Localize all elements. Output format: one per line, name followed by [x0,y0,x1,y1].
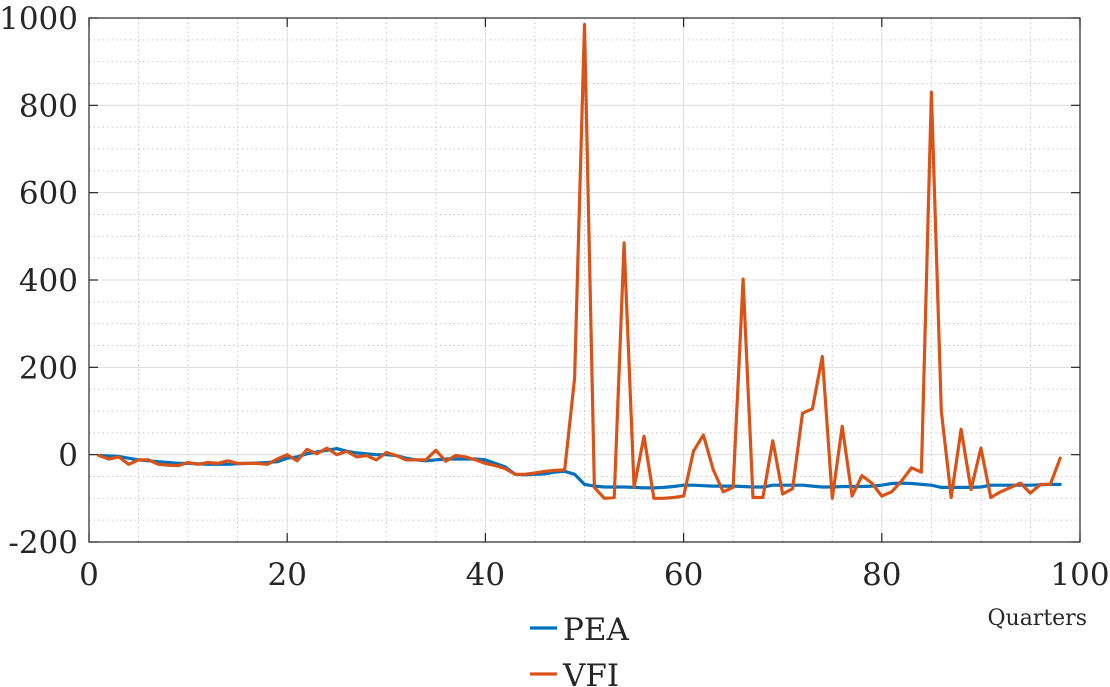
x-tick-label: 0 [79,557,99,593]
x-tick-label: 100 [1050,557,1109,593]
legend-label-pea: PEA [563,612,629,648]
y-tick-label: 0 [58,438,78,474]
axis-ticks [88,17,1081,543]
x-tick-label: 60 [664,557,703,593]
x-tick-label: 20 [267,557,306,593]
series-layer [97,22,1062,500]
legend-label-vfi: VFI [562,658,619,687]
x-tick-label: 80 [862,557,901,593]
y-tick-label: 200 [19,350,78,386]
x-axis-label: Quarters [987,606,1087,631]
y-tick-label: -200 [8,525,78,561]
y-tick-label: 600 [19,176,78,212]
y-tick-label: 800 [19,88,78,124]
series-line-vfi [97,22,1062,500]
legend: PEA VFI [530,612,629,687]
y-tick-label: 400 [19,263,78,299]
y-tick-label: 1000 [0,1,78,37]
x-tick-label: 40 [466,557,505,593]
